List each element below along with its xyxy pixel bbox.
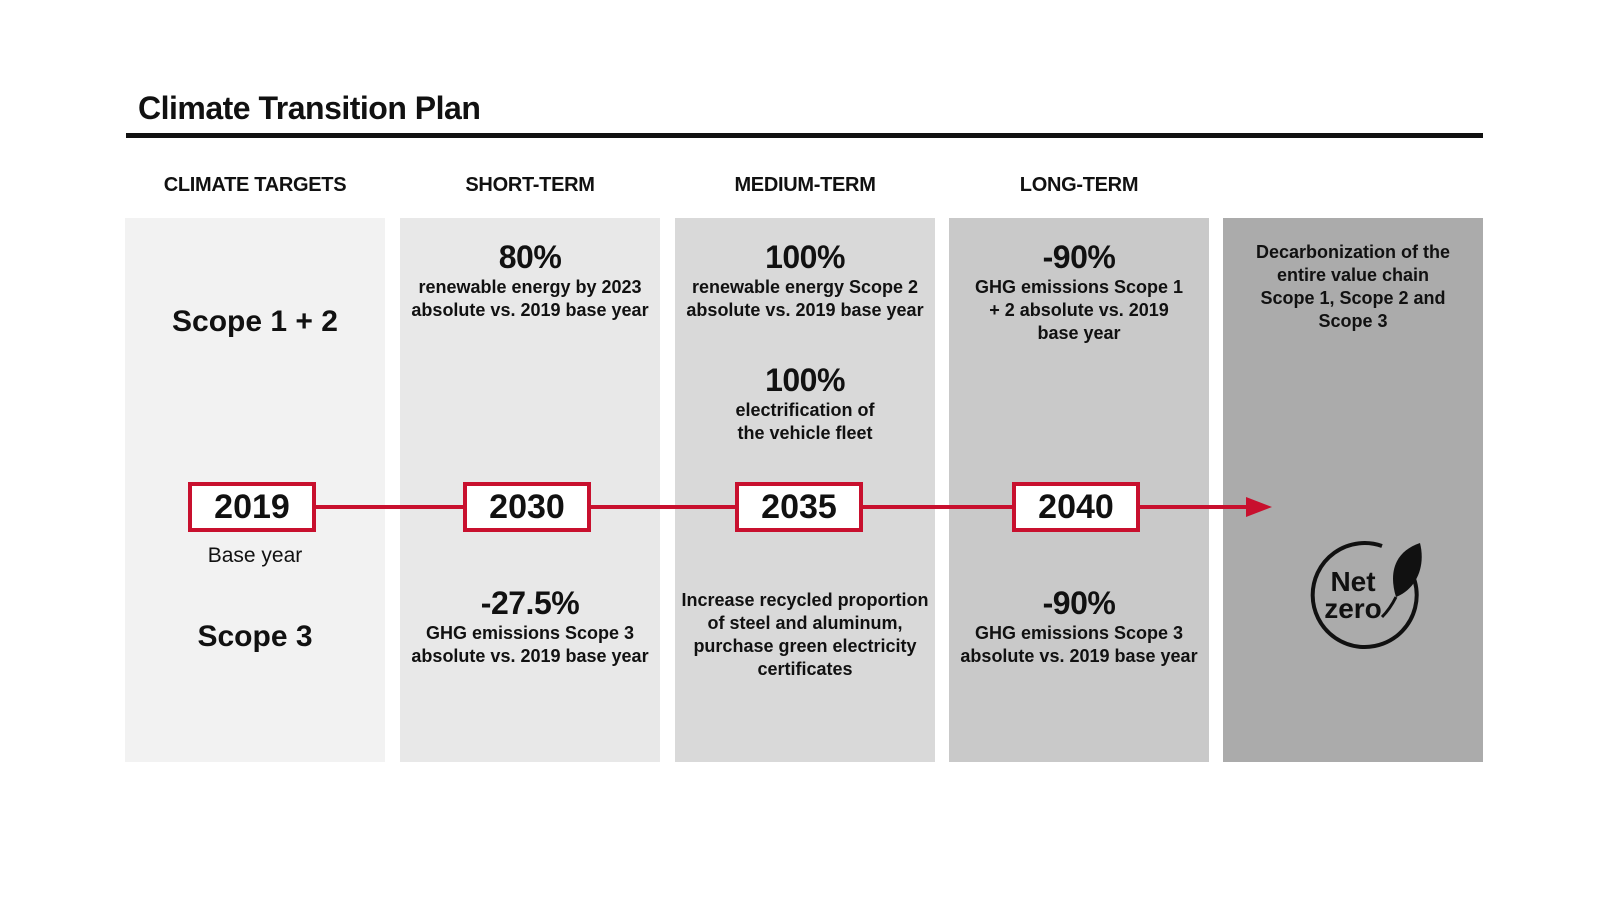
header-medium-term: MEDIUM-TERM xyxy=(734,174,876,196)
target-description: Increase recycled proportion of steel an… xyxy=(681,590,929,679)
target-value: -90% xyxy=(1042,239,1116,275)
net-zero-text: Net zero xyxy=(1298,566,1408,624)
milestone-2035: 2035 xyxy=(735,482,863,532)
target-value: 100% xyxy=(765,362,845,398)
target-medium-scope-1-2-fleet: 100% electrification of the vehicle flee… xyxy=(675,361,935,445)
timeline-arrowhead xyxy=(1246,497,1272,517)
target-short-scope-1-2: 80% renewable energy by 2023 absolute vs… xyxy=(400,238,660,322)
target-description: GHG emissions Scope 3 absolute vs. 2019 … xyxy=(411,623,649,666)
target-short-scope-3: -27.5% GHG emissions Scope 3 absolute vs… xyxy=(400,584,660,668)
badge-circle xyxy=(1310,541,1419,650)
target-value: 80% xyxy=(498,239,562,275)
net-zero-badge xyxy=(1310,541,1422,650)
target-medium-scope-3: Increase recycled proportion of steel an… xyxy=(675,589,935,681)
scope-3-label: Scope 3 xyxy=(197,620,313,653)
milestone-2030: 2030 xyxy=(463,482,591,532)
panel-net-zero xyxy=(1223,218,1483,762)
header-long-term: LONG-TERM xyxy=(1019,174,1139,196)
milestone-2019: 2019 xyxy=(188,482,316,532)
target-long-scope-3: -90% GHG emissions Scope 3 absolute vs. … xyxy=(949,584,1209,668)
leaf-icon xyxy=(1380,543,1422,619)
target-value: 100% xyxy=(765,239,845,275)
target-long-scope-1-2: -90% GHG emissions Scope 1 + 2 absolute … xyxy=(949,238,1209,345)
target-description: GHG emissions Scope 3 absolute vs. 2019 … xyxy=(960,623,1198,666)
target-description: renewable energy by 2023 absolute vs. 20… xyxy=(411,277,649,320)
title-divider xyxy=(126,133,1483,138)
milestone-2040: 2040 xyxy=(1012,482,1140,532)
target-medium-scope-1-2-renewable: 100% renewable energy Scope 2 absolute v… xyxy=(675,238,935,322)
header-climate-targets: CLIMATE TARGETS xyxy=(163,174,347,196)
page-title: Climate Transition Plan xyxy=(138,90,481,126)
header-short-term: SHORT-TERM xyxy=(465,174,595,196)
target-value: -90% xyxy=(1042,585,1116,621)
target-description: renewable energy Scope 2 absolute vs. 20… xyxy=(686,277,924,320)
target-description: GHG emissions Scope 1 + 2 absolute vs. 2… xyxy=(974,277,1184,343)
target-value: -27.5% xyxy=(480,585,580,621)
net-zero-description: Decarbonization of the entire value chai… xyxy=(1255,242,1450,331)
base-year-label: Base year xyxy=(207,544,303,567)
target-description: electrification of the vehicle fleet xyxy=(735,400,875,443)
net-zero-line-1: Net xyxy=(1330,566,1376,597)
scope-1-2-label: Scope 1 + 2 xyxy=(172,305,338,338)
net-zero-line-2: zero xyxy=(1324,593,1382,624)
